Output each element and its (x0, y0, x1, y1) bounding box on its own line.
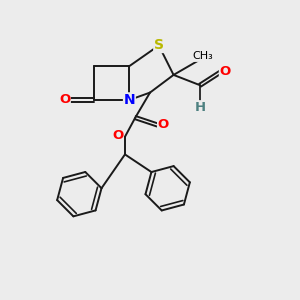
Text: H: H (195, 101, 206, 114)
Text: O: O (220, 65, 231, 79)
Text: CH₃: CH₃ (193, 51, 213, 62)
Text: O: O (59, 93, 70, 106)
Text: S: S (154, 38, 164, 52)
Text: N: N (124, 93, 135, 107)
Text: O: O (158, 118, 169, 131)
Text: O: O (112, 129, 123, 142)
